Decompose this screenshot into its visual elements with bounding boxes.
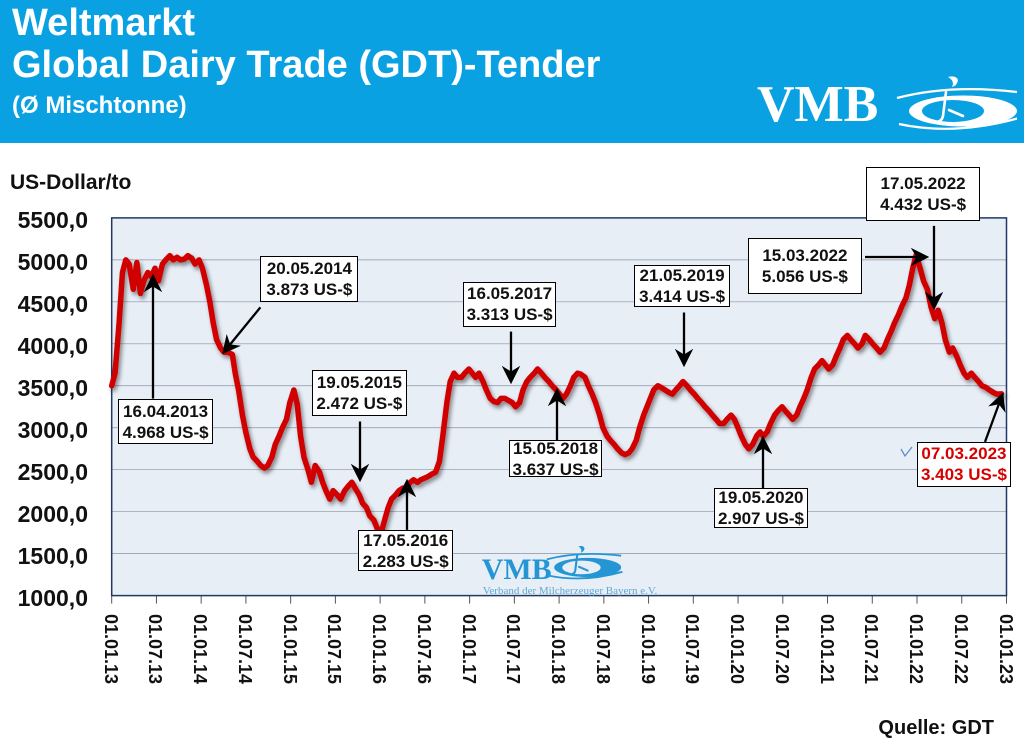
svg-text:VMB: VMB xyxy=(757,76,878,133)
svg-text:VMB: VMB xyxy=(482,553,552,586)
svg-text:Verband der Milcherzeuger Baye: Verband der Milcherzeuger Bayern e.V. xyxy=(483,585,658,597)
